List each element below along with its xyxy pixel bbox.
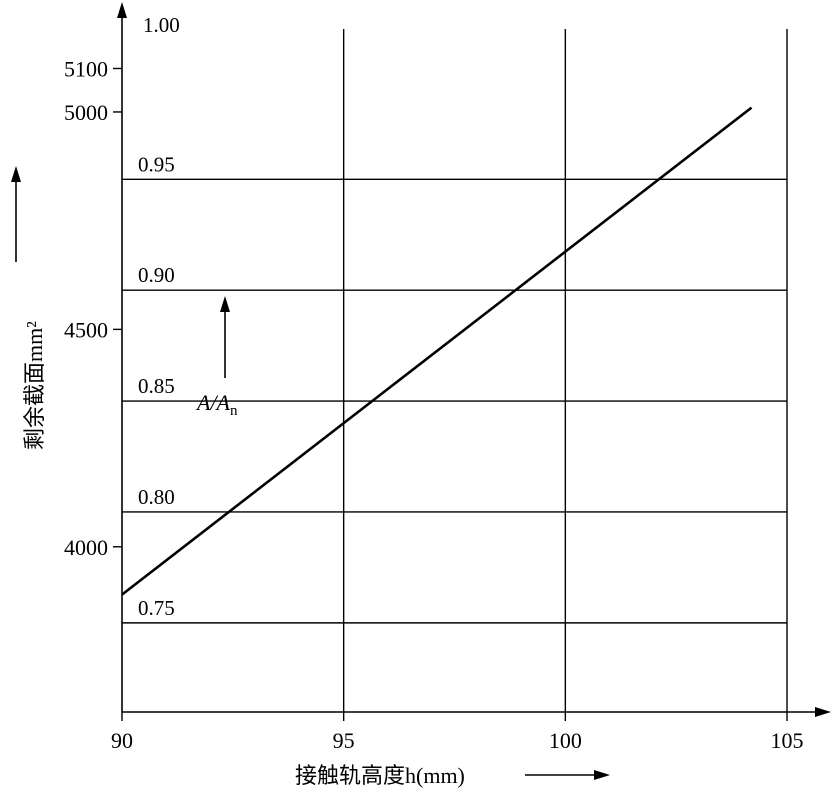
ratio-label: 0.75 [138,596,175,620]
y-tick-label: 4500 [64,317,108,342]
ratio-label: 1.00 [143,13,180,37]
x-tick-label: 105 [771,728,804,753]
y-tick-label: 5100 [64,56,108,81]
y-tick-label: 4000 [64,535,108,560]
axes [113,2,831,721]
ratio-axis-arrow [220,296,230,378]
x-tick-label: 90 [111,728,133,753]
x-tick-label: 100 [549,728,582,753]
y-axis-title-arrow [11,166,21,262]
ratio-label: 0.85 [138,374,175,398]
ratio-label: 0.95 [138,152,175,176]
ratio-label: 0.90 [138,263,175,287]
tick-labels: 90 95 100 105 4000 4500 5000 5100 [64,56,804,753]
x-axis-title-arrow [525,770,610,780]
ratio-labels: 1.00 0.95 0.90 0.85 0.80 0.75 [138,13,180,620]
y-axis-arrowhead [117,2,127,18]
ratio-label: 0.80 [138,485,175,509]
grid-lines [122,29,788,712]
x-axis-title: 接触轨高度h(mm) [295,763,465,788]
x-axis-arrowhead [815,707,831,717]
y-tick-label: 5000 [64,100,108,125]
y-axis-title: 剩余截面mm² [22,321,47,450]
ratio-axis-title: A/An [195,390,238,419]
series-lines [121,106,753,596]
series-line [121,106,753,596]
x-tick-label: 95 [333,728,355,753]
